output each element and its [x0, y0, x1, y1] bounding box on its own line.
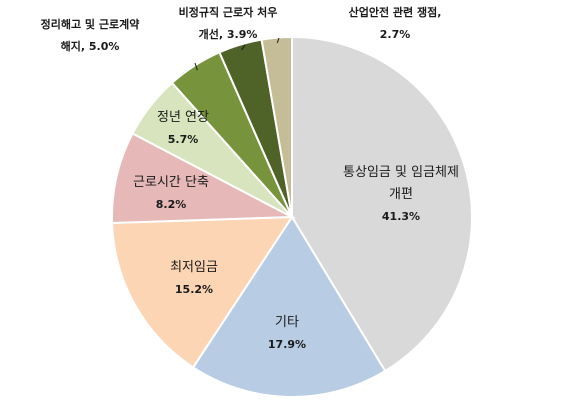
- pie-slices: [111, 35, 473, 398]
- slice-label-line: 정리해고 및 근로계약: [41, 17, 140, 31]
- leader-line-8: [276, 37, 280, 44]
- slice-label-4: 근로시간 단축 8.2%: [133, 175, 209, 211]
- slice-label-line: 근로시간 단축: [133, 175, 209, 190]
- slice-value-label: 17.9%: [268, 338, 306, 351]
- slice-label-line: 산업안전 관련 쟁점,: [349, 5, 442, 19]
- slice-label-line: 정년 연장: [157, 110, 209, 125]
- pie-slice-3: [111, 215, 294, 369]
- slice-label-2: 기타 17.9%: [268, 315, 306, 351]
- pie-slice-8: [260, 35, 293, 218]
- slice-label-5: 정년 연장 5.7%: [157, 110, 209, 146]
- leader-lines: [194, 37, 280, 71]
- slice-label-3: 최저임금 15.2%: [170, 260, 218, 296]
- slice-label-line: 2.7%: [380, 28, 411, 41]
- slice-value-label: 5.7%: [168, 133, 199, 146]
- leader-line-7: [241, 44, 246, 51]
- slice-value-label: 41.3%: [382, 210, 420, 223]
- slice-label-line: 해지, 5.0%: [61, 39, 120, 53]
- pie-slice-2: [191, 215, 387, 398]
- slice-label-line: 비정규직 근로자 처우: [179, 5, 278, 19]
- slice-value-label: 15.2%: [175, 283, 213, 296]
- leader-line-6: [194, 62, 198, 71]
- pie-slice-4: [111, 132, 296, 224]
- slice-label-line: 개선, 3.9%: [199, 27, 258, 41]
- slice-label-line: 기타: [275, 315, 299, 330]
- slice-label-8: 산업안전 관련 쟁점, 2.7%: [349, 5, 442, 41]
- slice-label-line: 최저임금: [170, 260, 218, 275]
- slice-label-line: 통상임금 및 임금체제: [343, 165, 459, 180]
- slice-value-label: 8.2%: [156, 198, 187, 211]
- slice-label-line: 개편: [389, 187, 413, 202]
- pie-slice-1: [291, 35, 473, 373]
